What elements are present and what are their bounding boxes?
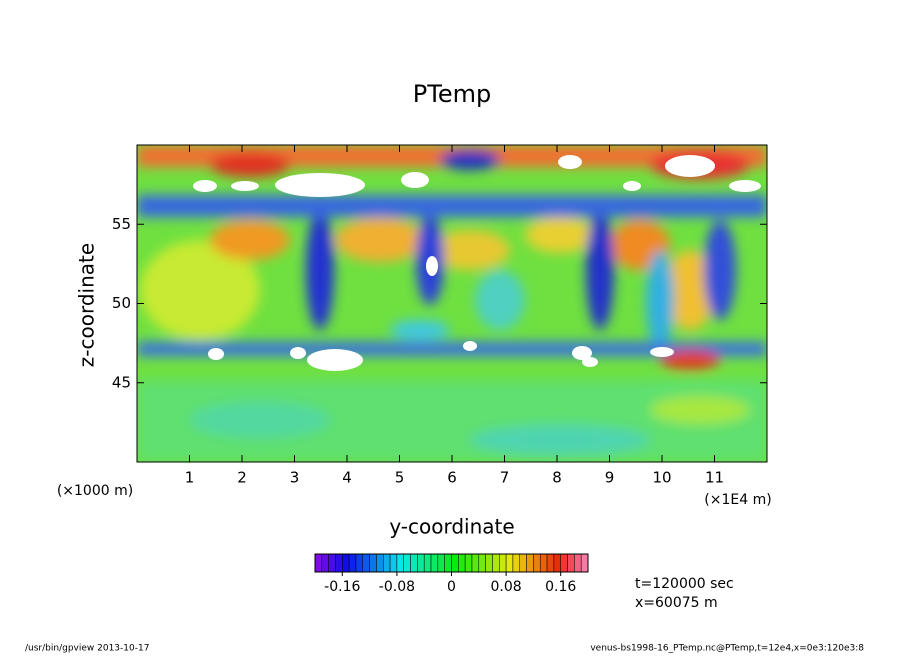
colorbar-box <box>533 553 541 573</box>
colorbar-box <box>546 553 555 573</box>
y-tick-label: 50 <box>112 294 131 312</box>
colorbar-box <box>492 553 500 573</box>
colorbar-box <box>342 553 350 573</box>
colorbar-box <box>444 553 452 573</box>
colorbar-box <box>314 553 323 573</box>
colorbar-box <box>369 553 377 573</box>
colorbar-box <box>464 553 473 573</box>
chart-title: PTemp <box>413 80 491 108</box>
colorbar-box <box>430 553 439 573</box>
colorbar-box <box>362 553 370 573</box>
x-unit-label: (×1E4 m) <box>704 492 771 508</box>
colorbar-box <box>423 553 432 573</box>
colorbar-tick-label: 0 <box>447 579 456 595</box>
colorbar-box <box>437 553 445 573</box>
colorbar-box <box>499 553 507 573</box>
x-tick-label: 1 <box>185 469 195 487</box>
colorbar-box <box>512 553 520 573</box>
x-tick-label: 11 <box>705 469 724 487</box>
colorbar-box <box>328 553 336 573</box>
colorbar-box <box>383 553 391 573</box>
x-tick-label: 6 <box>447 469 457 487</box>
colorbar-box <box>396 553 404 573</box>
annotation: x=60075 m <box>635 595 718 611</box>
y-unit-label: (×1000 m) <box>57 483 133 499</box>
x-tick-label: 7 <box>500 469 510 487</box>
colorbar-box <box>355 553 364 573</box>
colorbar-box <box>519 553 527 573</box>
x-tick-label: 9 <box>605 469 615 487</box>
x-tick-label: 2 <box>237 469 247 487</box>
x-tick-label: 5 <box>395 469 405 487</box>
footer-right: venus-bs1998-16_PTemp.nc@PTemp,t=12e4,x=… <box>590 644 864 654</box>
x-tick-label: 4 <box>342 469 352 487</box>
x-tick-label: 8 <box>552 469 562 487</box>
colorbar-box <box>574 553 582 573</box>
colorbar-box <box>403 553 411 573</box>
colorbar-box <box>580 553 589 573</box>
colorbar-box <box>526 553 534 573</box>
colorbar-tick-label: 0.08 <box>491 579 522 595</box>
y-tick-label: 45 <box>112 373 131 391</box>
x-axis-label: y-coordinate <box>389 515 514 539</box>
colorbar-box <box>451 553 459 573</box>
colorbar-box <box>417 553 425 573</box>
colorbar-box <box>458 553 466 573</box>
colorbar-box <box>485 553 493 573</box>
colorbar-tick-label: -0.16 <box>324 579 360 595</box>
colorbar-box <box>348 553 357 573</box>
colorbar-box <box>539 553 548 573</box>
y-axis-label: z-coordinate <box>75 243 99 367</box>
colorbar-box <box>505 553 514 573</box>
colorbar-box <box>553 553 561 573</box>
colorbar-tick-label: 0.16 <box>545 579 576 595</box>
x-tick-label: 3 <box>290 469 300 487</box>
colorbar-tick-label: -0.08 <box>379 579 415 595</box>
colorbar-box <box>567 553 575 573</box>
footer-left: /usr/bin/gpview 2013-10-17 <box>25 644 149 654</box>
colorbar-box <box>471 553 480 573</box>
colorbar-box <box>478 553 486 573</box>
colorbar-box <box>389 553 398 573</box>
y-tick-label: 55 <box>112 215 131 233</box>
colorbar-box <box>376 553 384 573</box>
colorbar-box <box>335 553 343 573</box>
colorbar-box <box>560 553 568 573</box>
annotation: t=120000 sec <box>635 576 734 592</box>
x-tick-label: 10 <box>652 469 671 487</box>
colorbar-box <box>410 553 418 573</box>
colorbar-box <box>321 553 329 573</box>
contour-field <box>137 145 767 462</box>
